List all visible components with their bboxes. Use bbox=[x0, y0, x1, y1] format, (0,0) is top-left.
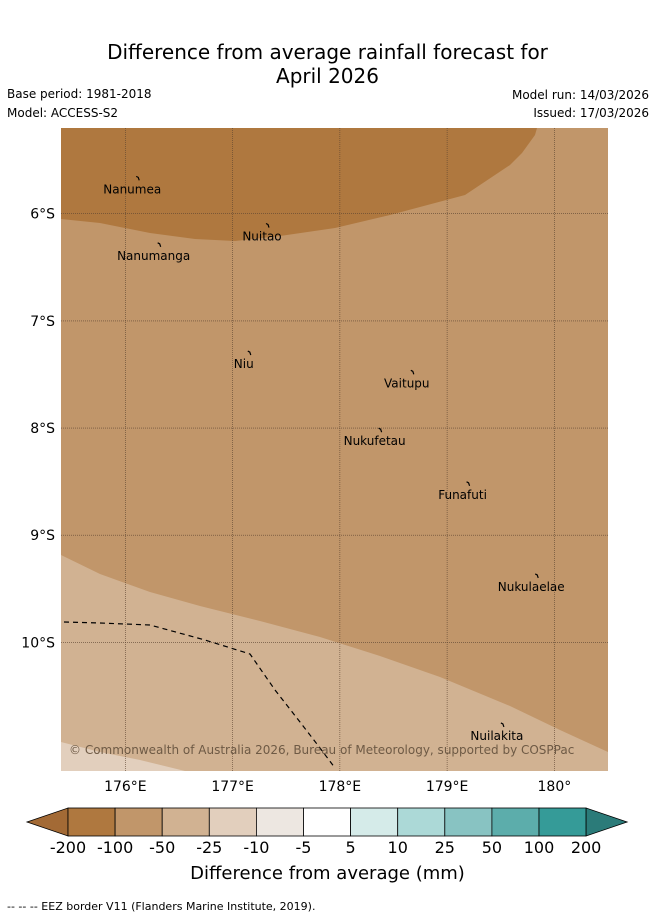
colorbar-swatch bbox=[208, 807, 257, 837]
island-label: Funafuti bbox=[438, 488, 487, 502]
chart-title: Difference from average rainfall forecas… bbox=[0, 40, 655, 88]
copyright-notice: © Commonwealth of Australia 2026, Bureau… bbox=[69, 743, 574, 757]
island-outline bbox=[247, 350, 252, 356]
map-axes: 176°E 177°E 178°E 179°E 180° 6°S 7°S 8°S 9°S 10°S bbox=[21, 207, 571, 795]
island-outline bbox=[466, 481, 471, 486]
title-line-2: April 2026 bbox=[276, 64, 379, 88]
lon-tick-label: 179°E bbox=[426, 779, 469, 795]
rainfall-map: Nanumea Nuitao Nanumanga Niu Vaitupu Nukufeta… bbox=[21, 128, 608, 795]
colorbar bbox=[25, 807, 629, 837]
anomaly-region-minus-100 bbox=[61, 128, 537, 241]
island-marker: Nuilakita bbox=[470, 722, 523, 743]
lat-tick-label: 8°S bbox=[30, 421, 55, 437]
island-marker: Funafuti bbox=[438, 481, 487, 502]
colorbar-tick-label: -50 bbox=[149, 838, 176, 857]
island-outline bbox=[157, 242, 162, 248]
lon-tick-label: 180° bbox=[538, 779, 572, 795]
colorbar-swatch bbox=[491, 807, 540, 837]
base-period: Base period: 1981-2018 bbox=[7, 87, 152, 101]
lon-tick-label: 178°E bbox=[319, 779, 362, 795]
island-marker: Nanumea bbox=[103, 175, 161, 196]
issued-date: Issued: 17/03/2026 bbox=[533, 106, 649, 120]
eez-footnote: -- -- -- EEZ border V11 (Flanders Marine… bbox=[7, 900, 316, 913]
colorbar-title: Difference from average (mm) bbox=[190, 863, 465, 884]
island-marker: Niu bbox=[234, 350, 254, 371]
lon-tick-label: 176°E bbox=[104, 779, 147, 795]
colorbar-swatch bbox=[397, 807, 446, 837]
colorbar-tick-label: 25 bbox=[434, 838, 455, 857]
colorbar-tick-label: 50 bbox=[481, 838, 503, 857]
model-run: Model run: 14/03/2026 bbox=[511, 88, 649, 102]
island-label: Nuilakita bbox=[470, 729, 523, 743]
colorbar-tick-label: 5 bbox=[345, 838, 356, 857]
island-label: Nanumea bbox=[103, 182, 161, 196]
colorbar-tick-label: -10 bbox=[243, 838, 270, 857]
colorbar-tick-label: -200 bbox=[49, 838, 87, 857]
colorbar-tick-label: -100 bbox=[96, 838, 134, 857]
island-marker: Nukulaelae bbox=[498, 573, 565, 594]
island-outline bbox=[410, 369, 415, 375]
colorbar-swatches bbox=[25, 807, 629, 837]
island-label: Niu bbox=[234, 357, 254, 371]
island-marker: Nukufetau bbox=[344, 427, 406, 448]
island-marker: Nuitao bbox=[242, 222, 282, 244]
model-name: Model: ACCESS-S2 bbox=[7, 106, 119, 120]
colorbar-swatch bbox=[444, 807, 493, 837]
island-marker: Nanumanga bbox=[117, 242, 190, 263]
island-label: Nuitao bbox=[242, 230, 281, 244]
colorbar-tick-label: 100 bbox=[523, 838, 555, 857]
colorbar-low-extension bbox=[25, 807, 69, 837]
island-outline bbox=[500, 722, 505, 728]
colorbar-swatch bbox=[67, 807, 116, 837]
island-label: Vaitupu bbox=[384, 376, 430, 390]
lat-tick-label: 10°S bbox=[21, 635, 55, 651]
island-label: Nanumanga bbox=[117, 249, 190, 263]
island-label: Nukufetau bbox=[344, 434, 406, 448]
colorbar-high-extension bbox=[585, 807, 629, 837]
island-layer: Nanumea Nuitao Nanumanga Niu Vaitupu Nukufeta… bbox=[103, 175, 565, 743]
eez-border bbox=[63, 621, 336, 769]
island-outline bbox=[378, 427, 383, 433]
title-line-1: Difference from average rainfall forecas… bbox=[107, 40, 548, 64]
anomaly-region-minus-10 bbox=[61, 742, 185, 771]
anomaly-region-minus-25 bbox=[61, 555, 608, 771]
colorbar-swatch bbox=[350, 807, 399, 837]
colorbar-swatch bbox=[161, 807, 210, 837]
colorbar-tick-label: 200 bbox=[570, 838, 602, 857]
colorbar-tick-label: -25 bbox=[196, 838, 223, 857]
map-fill: Nanumea Nuitao Nanumanga Niu Vaitupu Nukufeta… bbox=[61, 128, 608, 771]
lat-tick-label: 6°S bbox=[30, 207, 55, 223]
lon-tick-label: 177°E bbox=[211, 779, 254, 795]
island-outline bbox=[135, 175, 140, 181]
colorbar-swatch bbox=[255, 807, 304, 837]
colorbar-swatch bbox=[303, 807, 351, 837]
island-label: Nukulaelae bbox=[498, 580, 565, 594]
island-marker: Vaitupu bbox=[384, 369, 430, 390]
colorbar-swatch bbox=[114, 807, 163, 837]
colorbar-tick-label: -5 bbox=[295, 838, 312, 857]
lat-tick-label: 9°S bbox=[30, 528, 55, 544]
island-outline bbox=[265, 222, 270, 228]
colorbar-swatch bbox=[538, 807, 587, 837]
lat-tick-label: 7°S bbox=[30, 314, 55, 330]
island-outline bbox=[534, 573, 539, 579]
colorbar-tick-label: 10 bbox=[387, 838, 408, 857]
